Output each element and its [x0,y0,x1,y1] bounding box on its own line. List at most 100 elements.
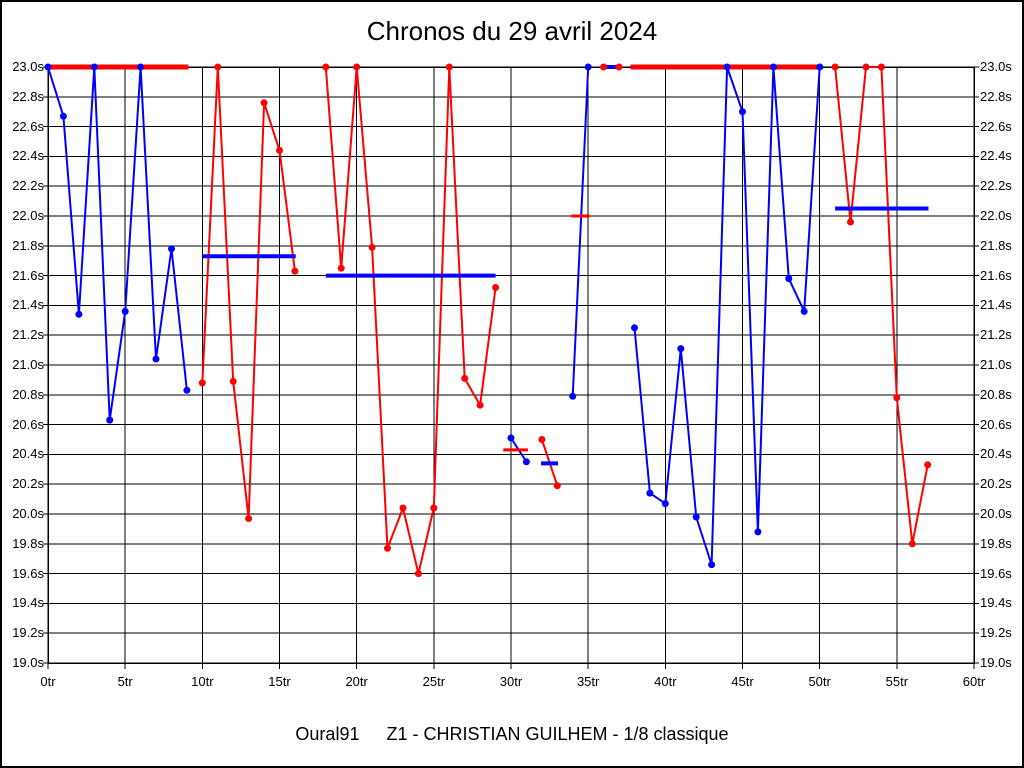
data-point-laps-blue [692,513,700,521]
y-tick-label: 20.8s [12,386,44,402]
data-point-laps-blue [168,245,175,253]
x-tick-label: 10tr [191,674,214,689]
data-point-laps-red [245,515,253,522]
y-tick-label: 21.6s [980,267,1012,283]
y-tick-label: 23.0s [12,59,44,74]
chart-title: Chronos du 29 avril 2024 [366,16,658,46]
y-tick-label: 21.2s [980,327,1012,343]
series-line-laps-red [324,66,497,575]
y-tick-label: 19.8s [980,535,1012,551]
series-line-laps-red [201,66,296,520]
data-point-laps-blue [723,63,731,71]
data-point-laps-blue [785,275,793,283]
y-tick-label: 19.2s [980,625,1012,641]
y-tick-label: 21.8s [12,237,44,253]
y-tick-label: 19.0s [12,655,44,670]
data-point-laps-blue [708,561,716,569]
data-point-laps-red [877,63,885,71]
data-point-laps-blue [769,63,777,71]
x-tick-label: 5tr [117,674,133,689]
data-point-laps-blue [522,458,530,466]
y-tick-label: 19.4s [980,595,1012,611]
data-point-laps-red [368,243,376,251]
data-point-laps-red [615,63,623,71]
data-point-laps-blue [816,63,824,71]
y-tick-label: 19.2s [12,625,44,641]
y-tick-label: 21.0s [12,357,44,372]
data-point-laps-blue [44,63,52,71]
data-point-laps-blue [661,500,669,508]
data-point-laps-red [492,284,500,291]
x-tick-label: 60tr [962,674,986,689]
y-tick-label: 20.2s [980,476,1012,492]
data-point-laps-blue [137,63,145,71]
data-point-laps-red [198,379,206,387]
data-point-laps-red [384,544,391,552]
y-tick-label: 21.0s [980,357,1012,372]
y-tick-label: 23.0s [980,59,1012,74]
x-tick-label: 50tr [808,674,831,689]
data-point-laps-red [476,401,484,409]
data-point-laps-blue [646,489,654,497]
y-tick-label: 22.8s [12,88,44,104]
data-point-laps-red [291,267,299,275]
data-point-laps-red [461,374,469,382]
data-point-laps-blue [800,307,808,315]
data-point-laps-red [862,63,870,71]
data-point-laps-blue [569,392,577,400]
x-tick-label: 55tr [885,674,909,689]
y-tick-label: 20.4s [980,446,1012,462]
data-point-laps-red [847,218,854,226]
y-tick-label: 20.6s [980,416,1012,432]
data-point-laps-red [399,504,407,512]
data-point-laps-red [414,570,422,578]
data-point-laps-red [430,504,438,512]
data-point-laps-blue [754,528,762,536]
data-point-laps-blue [75,310,83,318]
y-tick-label: 22.0s [12,208,44,223]
y-tick-label: 20.8s [980,386,1012,402]
data-point-laps-red [553,482,561,490]
y-tick-label: 19.6s [980,565,1012,581]
data-point-laps-red [445,63,453,71]
y-tick-label: 22.4s [980,148,1012,164]
data-point-laps-blue [631,324,638,332]
data-point-laps-red [538,436,546,443]
data-point-laps-blue [59,112,67,120]
y-tick-label: 22.2s [12,178,44,194]
data-point-laps-blue [183,386,191,394]
series-line-laps-blue [571,66,590,397]
data-point-laps-red [337,264,345,272]
data-point-laps-blue [677,345,685,353]
y-tick-label: 22.8s [980,88,1012,104]
data-point-laps-blue [739,108,746,116]
x-tick-label: 25tr [422,674,446,689]
y-tick-label: 20.2s [12,476,44,492]
data-point-laps-red [229,377,237,385]
data-point-laps-red [908,540,916,548]
y-tick-label: 22.2s [980,178,1012,194]
y-tick-label: 21.2s [12,327,44,343]
data-point-laps-red [353,63,361,71]
footer-event: Z1 - CHRISTIAN GUILHEM - 1/8 classique [386,724,729,744]
footer: Oural91 Z1 - CHRISTIAN GUILHEM - 1/8 cla… [0,723,1024,745]
data-point-laps-red [214,63,222,71]
data-point-laps-blue [152,355,160,363]
y-tick-label: 22.4s [12,148,44,164]
y-tick-label: 21.6s [12,267,44,283]
data-point-laps-blue [106,416,114,424]
series-line-laps-blue [47,66,188,422]
data-point-laps-red [600,63,608,71]
x-tick-label: 45tr [731,674,754,689]
data-point-laps-blue [121,307,129,315]
y-tick-label: 21.4s [980,297,1012,313]
data-point-laps-red [322,63,330,71]
footer-club: Oural91 [295,724,360,744]
y-tick-label: 20.0s [12,506,44,521]
data-point-laps-red [831,63,839,71]
x-tick-label: 20tr [345,674,368,689]
data-point-laps-blue [90,63,98,71]
y-tick-label: 22.6s [12,118,44,134]
